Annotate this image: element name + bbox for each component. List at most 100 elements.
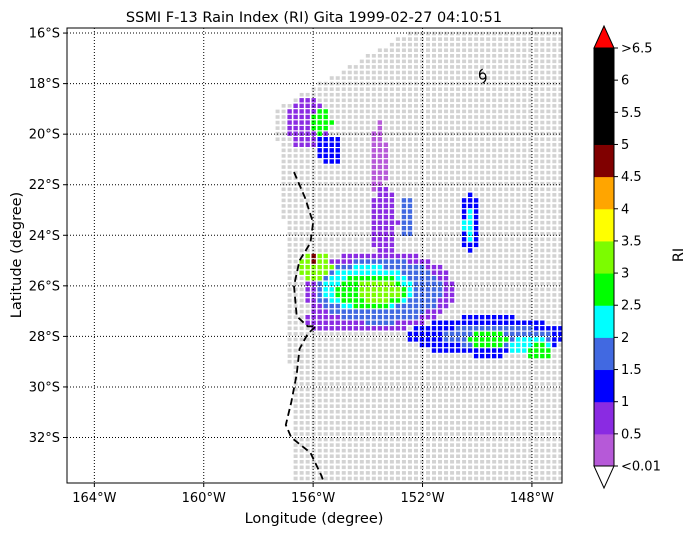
swath-cell [419, 231, 424, 236]
rain-cell [383, 226, 389, 231]
swath-cell [425, 76, 430, 80]
swath-cell [395, 120, 400, 125]
swath-cell [444, 259, 449, 264]
swath-cell [299, 409, 304, 414]
swath-cell [480, 476, 485, 481]
swath-cell [444, 365, 449, 370]
swath-cell [413, 187, 418, 192]
swath-cell [293, 204, 298, 208]
rain-cell [461, 214, 467, 220]
swath-cell [359, 65, 364, 69]
rain-cell [353, 259, 358, 264]
rain-cell [540, 326, 545, 331]
swath-cell [492, 226, 497, 230]
swath-cell [480, 109, 485, 114]
rain-cell [449, 331, 455, 337]
swath-cell [486, 454, 491, 459]
swath-cell [353, 209, 358, 214]
swath-cell [540, 159, 545, 164]
swath-cell [419, 454, 424, 459]
swath-cell [371, 404, 376, 408]
rain-cell [329, 264, 334, 270]
swath-cell [534, 465, 539, 470]
swath-cell [498, 204, 503, 208]
swath-cell [510, 298, 515, 303]
swath-cell [552, 276, 557, 281]
swath-cell [474, 109, 479, 114]
swath-cell [293, 337, 298, 342]
swath-cell [546, 387, 551, 392]
swath-cell [432, 76, 437, 80]
rain-cell [329, 314, 334, 320]
swath-cell [365, 59, 370, 64]
swath-cell [438, 120, 443, 125]
swath-cell [359, 209, 364, 214]
swath-cell [504, 415, 509, 420]
swath-cell [558, 115, 562, 119]
swath-cell [287, 209, 292, 214]
swath-cell [498, 270, 503, 275]
swath-cell [311, 337, 316, 342]
swath-cell [522, 409, 527, 414]
swath-cell [353, 131, 358, 136]
swath-cell [516, 215, 521, 219]
swath-cell [546, 176, 551, 180]
swath-cell [486, 287, 491, 292]
swath-cell [486, 176, 491, 180]
swath-cell [305, 426, 310, 431]
rain-cell [323, 137, 328, 142]
swath-cell [401, 159, 406, 164]
swath-cell [341, 365, 346, 370]
rain-cell [479, 342, 485, 348]
swath-cell [287, 198, 292, 203]
swath-cell [468, 54, 473, 58]
swath-cell [365, 176, 370, 180]
rain-cell [365, 281, 371, 287]
swath-cell [347, 87, 352, 91]
swath-cell [456, 315, 461, 319]
swath-cell [317, 404, 322, 408]
rain-cell [479, 353, 485, 359]
swath-cell [359, 70, 364, 75]
swath-cell [311, 376, 316, 381]
swath-cell [504, 382, 509, 386]
swath-cell [552, 81, 557, 86]
swath-cell [540, 87, 545, 91]
swath-cell [287, 354, 292, 358]
swath-cell [468, 76, 473, 80]
swath-cell [419, 120, 424, 125]
swath-cell [377, 404, 382, 408]
swath-cell [540, 137, 545, 142]
rain-cell [377, 120, 383, 125]
swath-cell [492, 432, 497, 436]
swath-cell [299, 337, 304, 342]
swath-cell [281, 215, 286, 219]
swath-cell [419, 59, 424, 64]
swath-cell [389, 443, 394, 447]
swath-cell [480, 426, 485, 431]
swath-cell [293, 243, 298, 247]
swath-cell [540, 220, 545, 225]
rain-cell [431, 326, 437, 331]
swath-cell [323, 359, 328, 364]
swath-cell [504, 459, 509, 464]
swath-cell [534, 409, 539, 414]
rain-cell [419, 259, 425, 264]
swath-cell [516, 415, 521, 420]
swath-cell [413, 226, 418, 230]
swath-cell [504, 37, 509, 41]
swath-cell [413, 204, 418, 208]
swath-cell [456, 109, 461, 114]
swath-cell [341, 376, 346, 381]
swath-cell [347, 170, 352, 175]
swath-cell [450, 437, 455, 442]
swath-cell [468, 437, 473, 442]
swath-cell [498, 421, 503, 425]
swath-cell [450, 193, 455, 197]
swath-cell [341, 248, 346, 253]
swath-cell [329, 343, 334, 347]
swath-cell [558, 293, 562, 297]
swath-cell [462, 421, 467, 425]
swath-cell [395, 109, 400, 114]
swath-cell [456, 409, 461, 414]
